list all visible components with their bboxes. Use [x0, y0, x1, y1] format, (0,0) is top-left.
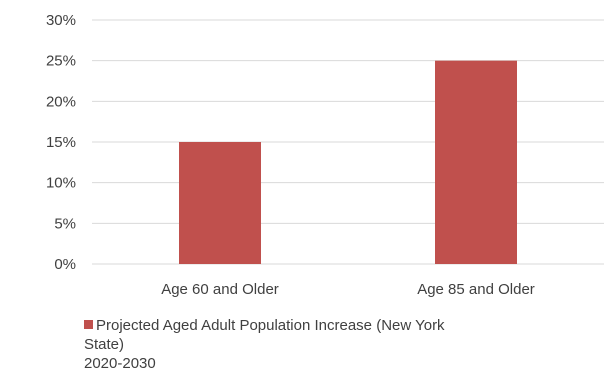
- bar-chart: 0%5%10%15%20%25%30% Age 60 and Older Age …: [46, 12, 604, 298]
- x-category-label: Age 60 and Older: [161, 281, 279, 298]
- legend-label-line-1: Projected Aged Adult Population Increase…: [96, 317, 445, 334]
- legend: Projected Aged Adult Population Increase…: [84, 316, 604, 373]
- y-tick-label: 10%: [46, 175, 76, 192]
- bar-2: [435, 60, 517, 264]
- gridlines: [92, 19, 604, 265]
- legend-label-line-2: State): [84, 336, 125, 353]
- bar-1: [179, 142, 261, 264]
- x-category-label: Age 85 and Older: [417, 281, 535, 298]
- bars: [179, 60, 517, 264]
- x-axis-categories: Age 60 and Older Age 85 and Older: [161, 281, 535, 298]
- y-tick-label: 20%: [46, 93, 76, 110]
- legend-label-line-3: 2020-2030: [84, 355, 156, 372]
- y-tick-label: 0%: [54, 256, 76, 273]
- y-tick-label: 30%: [46, 12, 76, 29]
- y-axis-ticks: 0% 5% 10% 15% 20% 25% 30%: [46, 12, 76, 273]
- y-tick-label: 5%: [54, 215, 76, 232]
- legend-swatch: [84, 320, 93, 329]
- y-tick-label: 15%: [46, 134, 76, 151]
- y-tick-label: 25%: [46, 53, 76, 70]
